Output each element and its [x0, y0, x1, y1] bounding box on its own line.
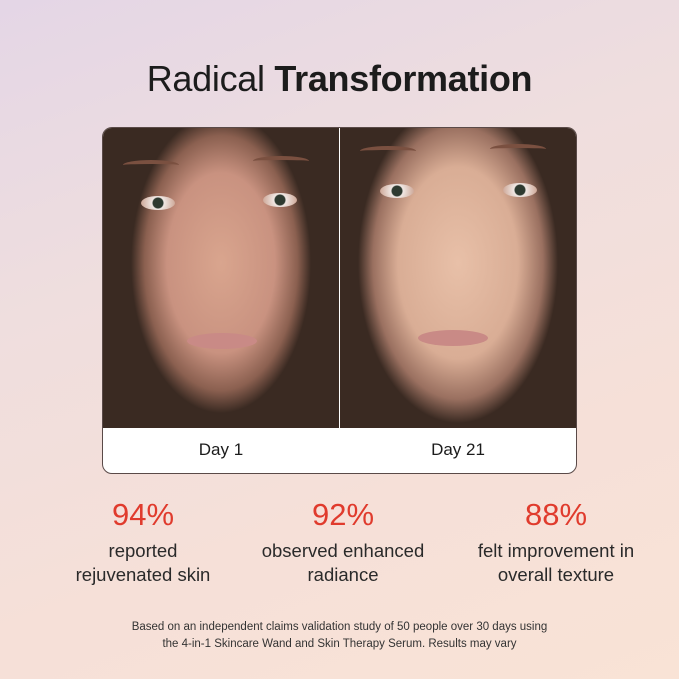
- footnote-line: the 4-in-1 Skincare Wand and Skin Therap…: [162, 638, 517, 650]
- stat-line: reported: [108, 540, 178, 561]
- stat-line: felt improvement in: [477, 540, 635, 561]
- lips: [187, 333, 257, 349]
- before-after-card: Day 1 Day 21: [102, 127, 577, 474]
- eye: [263, 193, 297, 207]
- brow: [253, 156, 309, 166]
- stat-3: 88% felt improvement in overall texture: [456, 497, 656, 587]
- after-label: Day 21: [431, 440, 485, 459]
- stat-line: rejuvenated skin: [75, 564, 211, 585]
- stat-percent: 92%: [311, 497, 375, 532]
- before-photo: [103, 128, 339, 428]
- brow: [490, 144, 546, 154]
- stat-line: observed enhanced: [261, 540, 425, 561]
- brow: [123, 160, 179, 170]
- footnote: Based on an independent claims validatio…: [0, 619, 679, 653]
- stat-2: 92% observed enhanced radiance: [243, 497, 443, 587]
- eye: [503, 183, 537, 197]
- stat-percent: 88%: [524, 497, 588, 532]
- stat-description: felt improvement in overall texture: [456, 539, 656, 587]
- stat-1: 94% reported rejuvenated skin: [43, 497, 243, 587]
- stat-description: reported rejuvenated skin: [43, 539, 243, 587]
- eye: [141, 196, 175, 210]
- stat-line: overall texture: [497, 564, 615, 585]
- stat-line: radiance: [307, 564, 379, 585]
- stat-percent: 94%: [111, 497, 175, 532]
- lips: [418, 330, 488, 346]
- eye: [380, 184, 414, 198]
- page-title: Radical Transformation: [0, 58, 679, 100]
- title-regular: Radical: [146, 58, 265, 99]
- divider: [339, 128, 341, 428]
- before-label: Day 1: [198, 440, 244, 459]
- stat-description: observed enhanced radiance: [243, 539, 443, 587]
- after-photo: [340, 128, 576, 428]
- brow: [360, 146, 416, 156]
- footnote-line: Based on an independent claims validatio…: [131, 621, 548, 633]
- title-bold: Transformation: [274, 58, 533, 99]
